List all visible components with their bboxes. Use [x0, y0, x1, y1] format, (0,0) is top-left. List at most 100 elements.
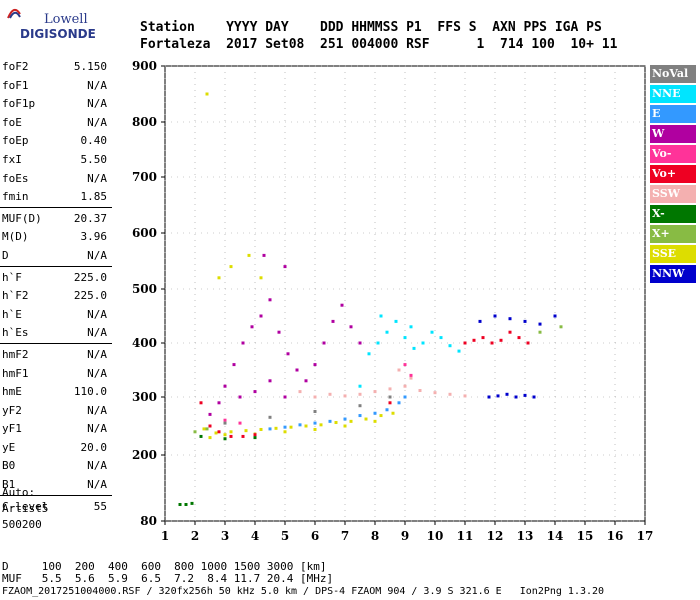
- parameter-name: C-level: [2, 499, 49, 513]
- x-tick-label: 9: [401, 529, 409, 543]
- data-point: [328, 392, 332, 396]
- data-point: [364, 417, 368, 421]
- parameter-row: foEp 0.40: [0, 132, 112, 151]
- y-tick-label: 500: [132, 282, 157, 296]
- data-point: [397, 368, 401, 372]
- parameter-name: hmF1: [2, 366, 29, 380]
- x-tick-label: 4: [251, 529, 259, 543]
- data-point: [448, 344, 452, 348]
- x-tick-label: 12: [487, 529, 504, 543]
- data-point: [478, 319, 482, 323]
- data-point: [373, 419, 377, 423]
- data-point: [334, 421, 338, 425]
- data-point: [208, 436, 212, 440]
- data-point: [229, 430, 233, 434]
- legend-entry: SSE: [650, 245, 696, 263]
- auto-line3: 500200: [2, 518, 42, 531]
- data-point: [223, 433, 227, 437]
- data-point: [313, 410, 317, 413]
- data-point: [394, 319, 398, 323]
- data-point: [205, 92, 209, 96]
- data-point: [277, 330, 281, 334]
- data-point: [538, 330, 542, 334]
- digisonde-logo: Lowell DIGISONDE: [6, 4, 126, 44]
- parameter-name: fmin: [2, 190, 29, 204]
- data-point: [532, 395, 536, 399]
- data-point: [208, 412, 212, 416]
- data-point: [313, 363, 317, 367]
- parameter-row: foEs N/A: [0, 170, 112, 189]
- data-point: [439, 336, 443, 340]
- parameter-name: foF1: [2, 78, 29, 92]
- parameter-row: yF2 N/A: [0, 402, 112, 421]
- data-point: [283, 425, 287, 429]
- parameter-row: B0 N/A: [0, 457, 112, 476]
- data-point: [508, 330, 512, 334]
- parameter-name: h`Es: [2, 326, 29, 340]
- logo-mark-icon: [7, 8, 21, 19]
- parameter-value: 110.0: [73, 385, 107, 399]
- data-point: [193, 430, 197, 434]
- data-point: [262, 253, 266, 257]
- data-point: [367, 352, 371, 356]
- data-point: [340, 303, 344, 307]
- parameter-value: N/A: [87, 422, 107, 436]
- y-tick-label: 300: [132, 390, 157, 404]
- parameter-row: h`E N/A: [0, 306, 112, 325]
- data-point: [295, 368, 299, 372]
- data-point: [403, 363, 407, 367]
- parameter-row: C-level 55: [0, 498, 112, 517]
- parameter-name: hmF2: [2, 347, 29, 361]
- data-point: [259, 427, 263, 431]
- parameter-name: MUF(D): [2, 211, 42, 225]
- data-point: [397, 401, 401, 405]
- data-point: [298, 390, 302, 394]
- parameter-row: B1 N/A: [0, 476, 112, 495]
- parameter-name: yE: [2, 440, 16, 454]
- polarization-legend: NoVal NNE E W Vo- Vo+ SSW X- X+ SSE NNW: [650, 65, 696, 285]
- data-point: [373, 390, 377, 394]
- parameter-name: D: [2, 248, 9, 262]
- data-point: [313, 421, 317, 425]
- parameter-value: N/A: [87, 403, 107, 417]
- y-tick-label: 400: [132, 336, 157, 350]
- data-point: [403, 395, 407, 399]
- parameter-name: hmE: [2, 385, 22, 399]
- parameter-name: M(D): [2, 230, 29, 244]
- data-point: [553, 314, 557, 318]
- data-point: [385, 408, 389, 412]
- parameter-value: N/A: [87, 171, 107, 185]
- data-point: [217, 276, 221, 280]
- parameter-value: 0.40: [80, 134, 108, 148]
- legend-entry: X+: [650, 225, 696, 243]
- data-point: [412, 346, 416, 350]
- data-point: [523, 319, 527, 323]
- data-point: [178, 503, 182, 506]
- legend-entry: Vo+: [650, 165, 696, 183]
- parameter-name: foF2: [2, 60, 29, 73]
- data-point: [199, 401, 203, 405]
- parameter-row: foF1p N/A: [0, 95, 112, 114]
- x-tick-label: 13: [517, 529, 534, 543]
- x-tick-label: 15: [577, 529, 594, 543]
- parameter-row: hmF1 N/A: [0, 365, 112, 384]
- x-tick-label: 11: [457, 529, 474, 543]
- parameter-row: hmE 110.0: [0, 383, 112, 402]
- data-point: [328, 419, 332, 423]
- data-point: [259, 276, 263, 280]
- data-point: [523, 393, 527, 397]
- parameter-separator: [0, 265, 112, 269]
- legend-entry: X-: [650, 205, 696, 223]
- header-values: Fortaleza 2017 Set08 251 004000 RSF 1 71…: [140, 37, 618, 52]
- parameter-name: h`F2: [2, 289, 29, 303]
- parameter-value: 3.96: [80, 230, 108, 244]
- x-tick-label: 16: [607, 529, 624, 543]
- data-point: [190, 501, 194, 505]
- parameter-value: 1.85: [80, 190, 108, 204]
- data-point: [358, 384, 362, 388]
- legend-entry: W: [650, 125, 696, 143]
- parameter-row: h`Es N/A: [0, 324, 112, 343]
- legend-entry: NNE: [650, 85, 696, 103]
- parameter-value: N/A: [87, 459, 107, 473]
- parameter-row: h`F 225.0: [0, 269, 112, 288]
